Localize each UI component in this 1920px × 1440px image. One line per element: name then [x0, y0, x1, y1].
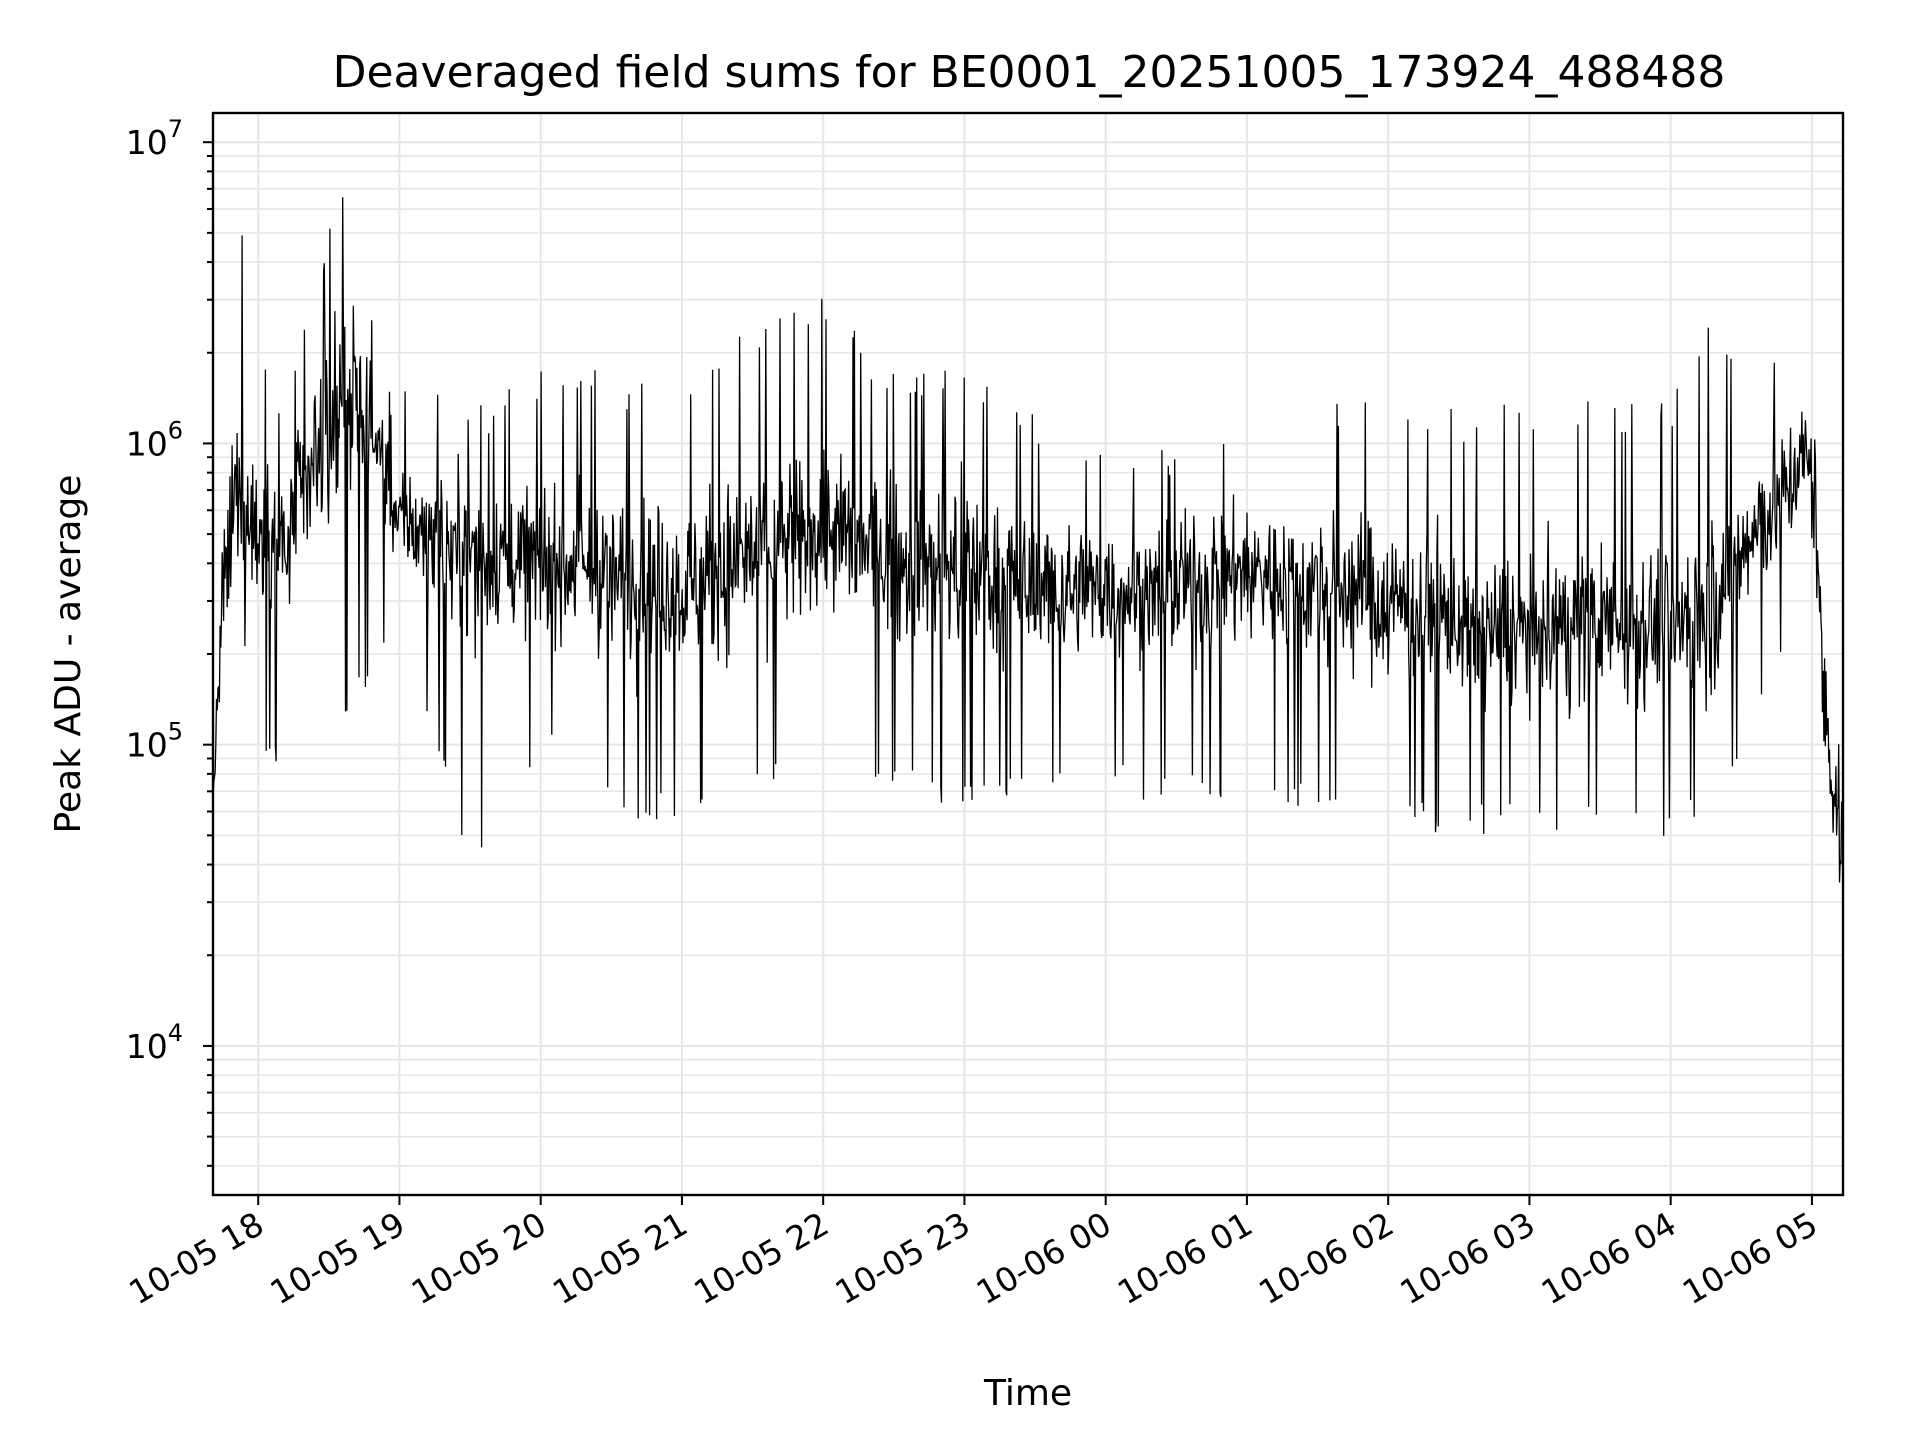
y-tick-label: 105 — [126, 718, 183, 765]
y-tick-label: 106 — [126, 416, 183, 463]
y-tick-label: 107 — [126, 115, 183, 162]
y-axis: 104 105 106 107 — [126, 115, 213, 1167]
chart-title: Deaveraged field sums for BE0001_2025100… — [333, 47, 1726, 98]
series-line-deaveraged-sum — [212, 197, 1844, 883]
gridlines — [213, 113, 1843, 1195]
x-axis-label: Time — [983, 1373, 1072, 1414]
series-layer — [212, 197, 1844, 883]
y-axis-label: Peak ADU - average — [48, 475, 89, 834]
y-tick-label: 104 — [126, 1019, 183, 1066]
